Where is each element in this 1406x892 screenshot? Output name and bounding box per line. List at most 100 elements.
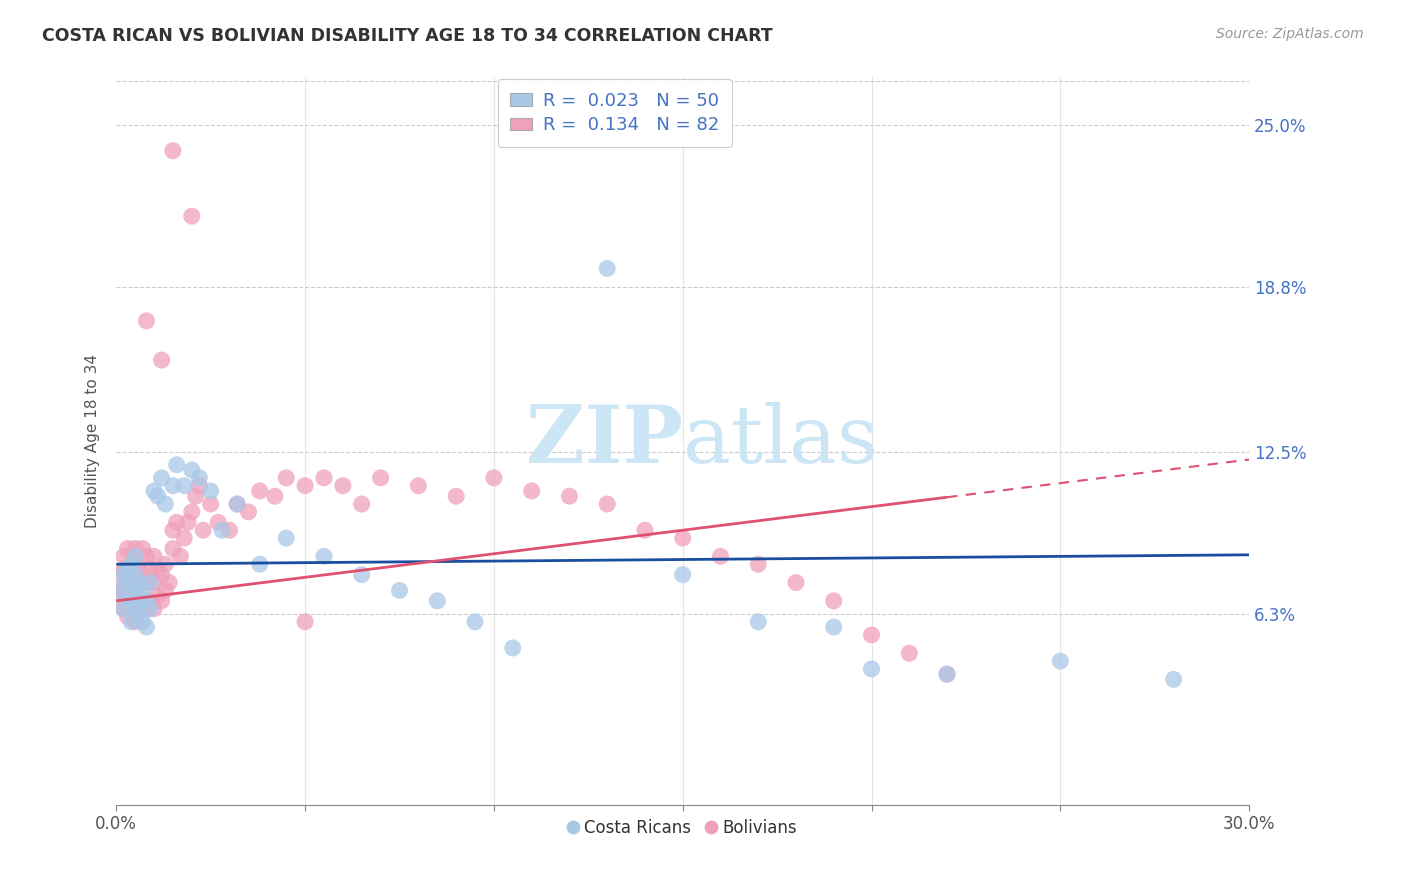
Point <box>128 609 150 624</box>
Point <box>1163 673 1185 687</box>
Point <box>898 646 921 660</box>
Point <box>143 549 166 564</box>
Point <box>464 615 486 629</box>
Point <box>249 483 271 498</box>
Point <box>173 479 195 493</box>
Point <box>558 489 581 503</box>
Point <box>936 667 959 681</box>
Point <box>634 523 657 537</box>
Point <box>135 620 157 634</box>
Point <box>294 479 316 493</box>
Point <box>124 589 146 603</box>
Point <box>112 567 135 582</box>
Point <box>207 516 229 530</box>
Point <box>823 594 845 608</box>
Point <box>169 549 191 564</box>
Point <box>128 575 150 590</box>
Point <box>785 575 807 590</box>
Point <box>135 594 157 608</box>
Point <box>388 583 411 598</box>
Point <box>143 483 166 498</box>
Point <box>124 567 146 582</box>
Point <box>131 594 153 608</box>
Point <box>155 583 177 598</box>
Point <box>131 567 153 582</box>
Point <box>482 471 505 485</box>
Point <box>117 589 139 603</box>
Point <box>128 583 150 598</box>
Point <box>350 497 373 511</box>
Point <box>312 549 335 564</box>
Point <box>162 479 184 493</box>
Point <box>276 471 298 485</box>
Point <box>860 662 883 676</box>
Point <box>276 531 298 545</box>
Point <box>191 523 214 537</box>
Point <box>177 516 200 530</box>
Point <box>332 479 354 493</box>
Point <box>135 601 157 615</box>
Point <box>117 575 139 590</box>
Point <box>709 549 731 564</box>
Point <box>426 594 449 608</box>
Point <box>108 594 131 608</box>
Point <box>124 549 146 564</box>
Point <box>672 531 695 545</box>
Point <box>173 531 195 545</box>
Point <box>502 640 524 655</box>
Point <box>672 567 695 582</box>
Point <box>124 567 146 582</box>
Text: ZIP: ZIP <box>526 402 683 480</box>
Point <box>146 562 169 576</box>
Point <box>162 541 184 556</box>
Point <box>150 594 173 608</box>
Point <box>596 497 619 511</box>
Point <box>150 567 173 582</box>
Point <box>211 523 233 537</box>
Point <box>226 497 249 511</box>
Point <box>112 562 135 576</box>
Point <box>143 575 166 590</box>
Point <box>520 483 543 498</box>
Point <box>188 471 211 485</box>
Text: atlas: atlas <box>683 402 877 480</box>
Point <box>117 567 139 582</box>
Point <box>860 628 883 642</box>
Point <box>120 558 142 572</box>
Point <box>120 615 142 629</box>
Point <box>747 558 769 572</box>
Point <box>131 583 153 598</box>
Point <box>139 575 162 590</box>
Point <box>117 562 139 576</box>
Point <box>139 601 162 615</box>
Point <box>444 489 467 503</box>
Text: Source: ZipAtlas.com: Source: ZipAtlas.com <box>1216 27 1364 41</box>
Point <box>596 261 619 276</box>
Point <box>184 489 207 503</box>
Point <box>146 589 169 603</box>
Point <box>249 558 271 572</box>
Point <box>117 541 139 556</box>
Point <box>166 458 188 472</box>
Point <box>747 615 769 629</box>
Point <box>218 523 240 537</box>
Point <box>135 314 157 328</box>
Point <box>117 609 139 624</box>
Point <box>350 567 373 582</box>
Point <box>112 583 135 598</box>
Point <box>139 594 162 608</box>
Point <box>120 589 142 603</box>
Point <box>135 549 157 564</box>
Point <box>143 601 166 615</box>
Point <box>157 575 180 590</box>
Point <box>1049 654 1071 668</box>
Point <box>108 567 131 582</box>
Point <box>112 601 135 615</box>
Point <box>188 479 211 493</box>
Point <box>124 601 146 615</box>
Point <box>131 615 153 629</box>
Legend: Costa Ricans, Bolivians: Costa Ricans, Bolivians <box>562 813 803 844</box>
Point <box>200 483 222 498</box>
Point <box>264 489 287 503</box>
Point <box>131 541 153 556</box>
